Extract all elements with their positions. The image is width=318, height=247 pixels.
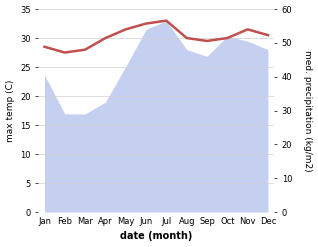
X-axis label: date (month): date (month) (120, 231, 192, 242)
Y-axis label: med. precipitation (kg/m2): med. precipitation (kg/m2) (303, 50, 313, 171)
Y-axis label: max temp (C): max temp (C) (5, 79, 15, 142)
